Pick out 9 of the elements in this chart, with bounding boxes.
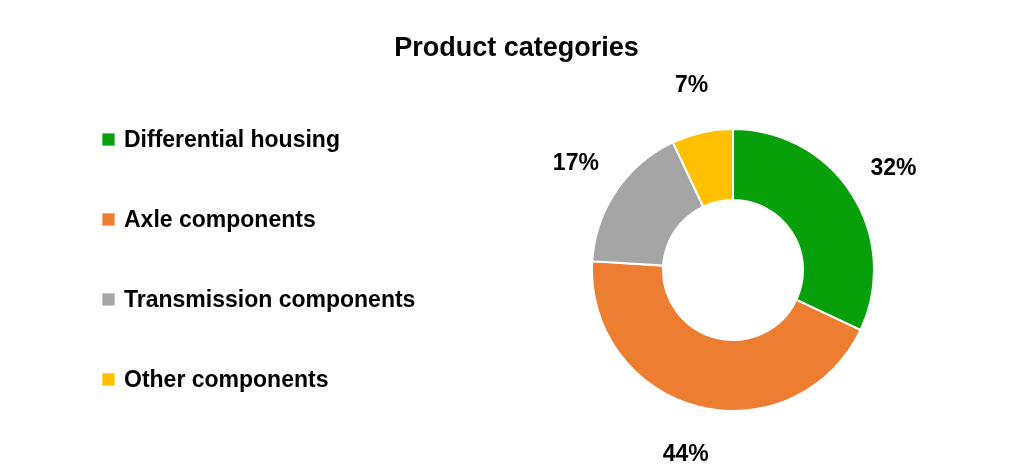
data-label: 7% xyxy=(674,70,709,97)
data-label: 17% xyxy=(552,149,599,176)
legend-label: Other components xyxy=(124,365,329,392)
legend-label: Axle components xyxy=(124,205,316,232)
data-label: 32% xyxy=(870,154,917,181)
legend-label: Transmission components xyxy=(124,285,416,312)
data-label: 44% xyxy=(662,440,709,464)
chart-title: Product categories xyxy=(394,32,639,62)
legend-label: Differential housing xyxy=(124,125,340,152)
